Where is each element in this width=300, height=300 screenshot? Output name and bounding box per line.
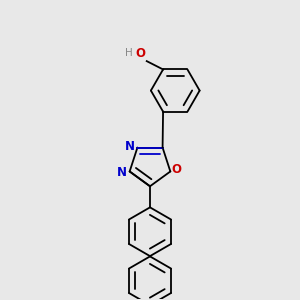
Text: O: O	[171, 164, 181, 176]
Text: N: N	[117, 167, 127, 179]
Text: H: H	[125, 48, 133, 58]
Text: O: O	[135, 47, 145, 60]
Text: N: N	[125, 140, 135, 153]
